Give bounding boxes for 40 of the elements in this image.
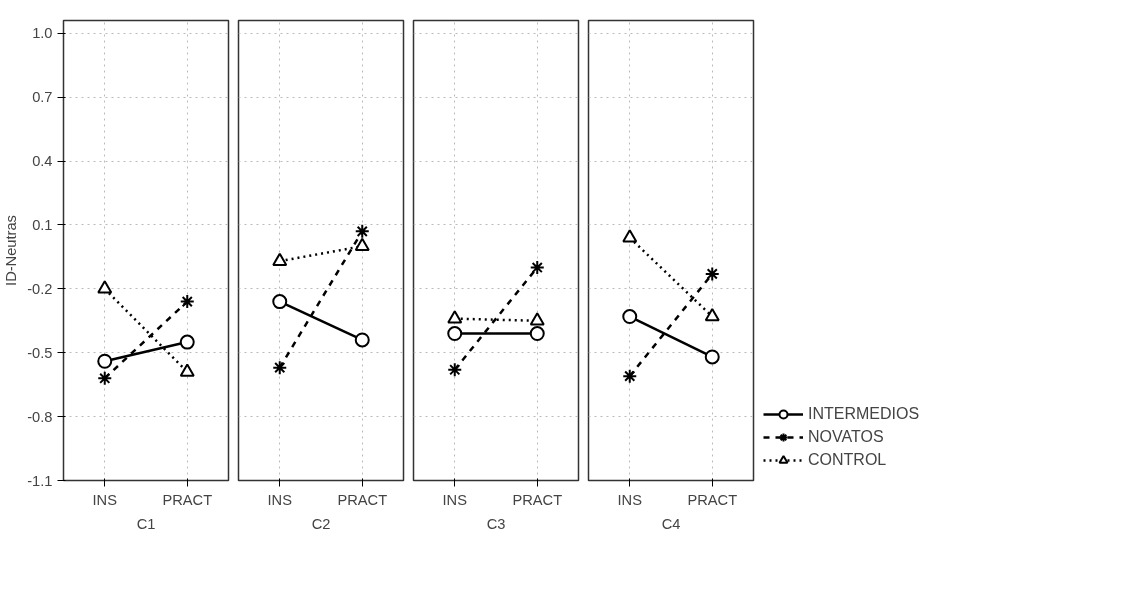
y-tick-label: -0.5 — [27, 344, 53, 361]
x-tick-label: PRACT — [512, 491, 563, 508]
x-axis-title: C4 — [661, 515, 681, 532]
point — [529, 260, 545, 276]
x-axis-title: C1 — [136, 515, 156, 532]
x-axis-title: C2 — [311, 515, 331, 532]
point — [354, 332, 370, 348]
x-tick-label: PRACT — [687, 491, 738, 508]
point — [529, 326, 545, 342]
y-tick-label: 1.0 — [32, 25, 53, 42]
point — [179, 334, 195, 350]
y-tick-label: 0.7 — [32, 89, 53, 106]
legend-label: NOVATOS — [808, 428, 884, 446]
x-tick-label: PRACT — [162, 491, 213, 508]
point — [354, 223, 370, 239]
point — [622, 309, 638, 325]
point — [179, 294, 195, 310]
point — [272, 294, 288, 310]
y-tick-label: 0.1 — [32, 216, 53, 233]
x-tick-label: INS — [267, 491, 293, 508]
legend-label: INTERMEDIOS — [808, 405, 920, 423]
point — [272, 360, 288, 376]
x-tick-label: INS — [442, 491, 468, 508]
point — [447, 326, 463, 342]
point — [97, 353, 113, 369]
legend-label: CONTROL — [808, 451, 887, 469]
x-tick-label: PRACT — [337, 491, 388, 508]
point — [704, 266, 720, 282]
point — [704, 349, 720, 365]
point — [447, 362, 463, 378]
y-axis-title: ID-Neutras — [3, 215, 20, 286]
y-tick-label: -0.8 — [27, 408, 53, 425]
point — [622, 368, 638, 384]
y-tick-label: -1.1 — [27, 472, 53, 489]
y-tick-label: 0.4 — [32, 153, 53, 170]
x-tick-label: INS — [617, 491, 643, 508]
x-tick-label: INS — [92, 491, 118, 508]
x-axis-title: C3 — [486, 515, 506, 532]
y-tick-label: -0.2 — [27, 280, 53, 297]
point — [97, 370, 113, 386]
